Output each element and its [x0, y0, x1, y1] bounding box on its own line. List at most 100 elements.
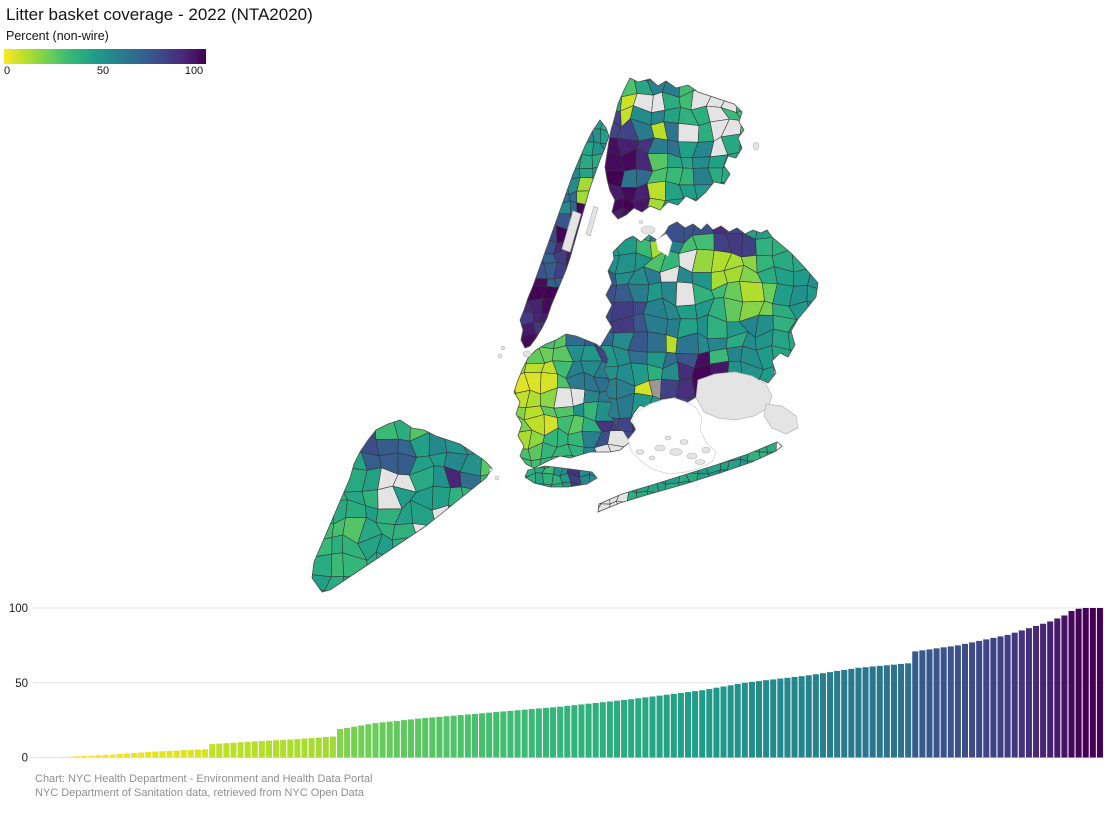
bar[interactable] — [841, 669, 848, 758]
nta-region[interactable] — [739, 118, 759, 137]
nta-region[interactable] — [562, 481, 573, 496]
bar[interactable] — [890, 664, 897, 758]
bar[interactable] — [1061, 615, 1068, 758]
bar[interactable] — [273, 740, 280, 758]
nta-region[interactable] — [375, 552, 396, 578]
bar[interactable] — [507, 710, 514, 758]
bar[interactable] — [855, 667, 862, 758]
bar[interactable] — [123, 753, 130, 758]
bar[interactable] — [805, 675, 812, 758]
nta-region[interactable] — [806, 300, 826, 315]
bar[interactable] — [990, 637, 997, 758]
bar[interactable] — [954, 645, 961, 758]
nta-region[interactable] — [528, 278, 548, 287]
bar[interactable] — [777, 678, 784, 758]
bar[interactable] — [961, 643, 969, 758]
bar[interactable] — [578, 704, 585, 758]
coverage-bar-chart[interactable]: 0 50 100 — [9, 603, 1104, 765]
bar[interactable] — [1004, 634, 1011, 758]
nta-region[interactable] — [745, 460, 762, 473]
bar[interactable] — [976, 640, 983, 758]
nta-region[interactable] — [739, 280, 765, 303]
nta-region[interactable] — [646, 62, 671, 82]
nta-region[interactable] — [331, 552, 345, 578]
bar[interactable] — [592, 702, 599, 758]
bar[interactable] — [528, 709, 535, 758]
bar[interactable] — [187, 749, 194, 758]
bar[interactable] — [720, 686, 727, 758]
nta-region[interactable] — [605, 74, 623, 98]
nta-region[interactable] — [596, 488, 611, 505]
nta-region[interactable] — [359, 420, 377, 440]
nta-region[interactable] — [514, 464, 527, 478]
bar[interactable] — [301, 738, 308, 758]
bar[interactable] — [883, 665, 890, 758]
bar[interactable] — [1054, 618, 1061, 758]
nta-region[interactable] — [521, 285, 530, 303]
nta-region[interactable] — [557, 284, 572, 302]
bar[interactable] — [862, 667, 869, 758]
bar[interactable] — [550, 707, 557, 758]
nta-region[interactable] — [627, 350, 648, 365]
nta-region[interactable] — [726, 469, 740, 482]
bar[interactable] — [95, 755, 102, 758]
nta-region[interactable] — [755, 222, 780, 240]
nta-region[interactable] — [725, 217, 747, 235]
bar[interactable] — [138, 752, 145, 758]
bar[interactable] — [919, 650, 926, 758]
nta-region[interactable] — [565, 142, 583, 158]
nta-region[interactable] — [619, 207, 637, 231]
nta-region[interactable] — [692, 156, 711, 169]
bar[interactable] — [706, 689, 713, 758]
nta-region[interactable] — [591, 152, 607, 169]
bar[interactable] — [876, 665, 883, 758]
nta-region[interactable] — [576, 141, 595, 157]
bar[interactable] — [287, 739, 294, 758]
bar[interactable] — [734, 683, 741, 758]
nta-region[interactable] — [646, 180, 666, 201]
bar[interactable] — [464, 714, 471, 758]
bar[interactable] — [699, 690, 706, 758]
bar[interactable] — [457, 715, 464, 758]
bar[interactable] — [67, 756, 74, 758]
bar[interactable] — [450, 715, 457, 758]
bar[interactable] — [322, 737, 329, 758]
bar[interactable] — [415, 718, 422, 758]
bar[interactable] — [514, 710, 521, 758]
nta-region[interactable] — [548, 482, 564, 495]
bar[interactable] — [386, 721, 393, 758]
nta-region[interactable] — [687, 480, 701, 495]
bar[interactable] — [642, 697, 649, 758]
nta-region[interactable] — [791, 248, 813, 273]
nta-region[interactable] — [428, 431, 448, 457]
bar[interactable] — [131, 753, 138, 758]
nta-region[interactable] — [576, 177, 595, 192]
bar[interactable] — [848, 668, 855, 758]
bar[interactable] — [265, 740, 273, 758]
bar[interactable] — [116, 754, 123, 758]
bar[interactable] — [912, 651, 919, 758]
bar[interactable] — [663, 694, 670, 758]
nta-region[interactable] — [595, 503, 611, 515]
bar[interactable] — [692, 691, 699, 758]
nta-region[interactable] — [578, 168, 594, 179]
borough-manhattan[interactable] — [509, 117, 619, 351]
nta-region[interactable] — [675, 281, 696, 307]
bar[interactable] — [542, 707, 549, 758]
bar[interactable] — [74, 756, 81, 758]
bar[interactable] — [798, 676, 805, 758]
nyc-choropleth-map[interactable] — [311, 62, 826, 611]
nta-region[interactable] — [726, 345, 743, 362]
bar[interactable] — [372, 723, 379, 758]
bar[interactable] — [898, 663, 905, 758]
bar[interactable] — [109, 754, 116, 758]
bar[interactable] — [827, 672, 834, 758]
bar[interactable] — [756, 681, 763, 758]
nta-region[interactable] — [312, 500, 335, 525]
nta-region[interactable] — [565, 264, 584, 279]
bar[interactable] — [216, 743, 223, 758]
bar[interactable] — [422, 718, 429, 758]
bar[interactable] — [947, 646, 954, 758]
bar[interactable] — [628, 699, 635, 758]
bar[interactable] — [1040, 623, 1047, 758]
